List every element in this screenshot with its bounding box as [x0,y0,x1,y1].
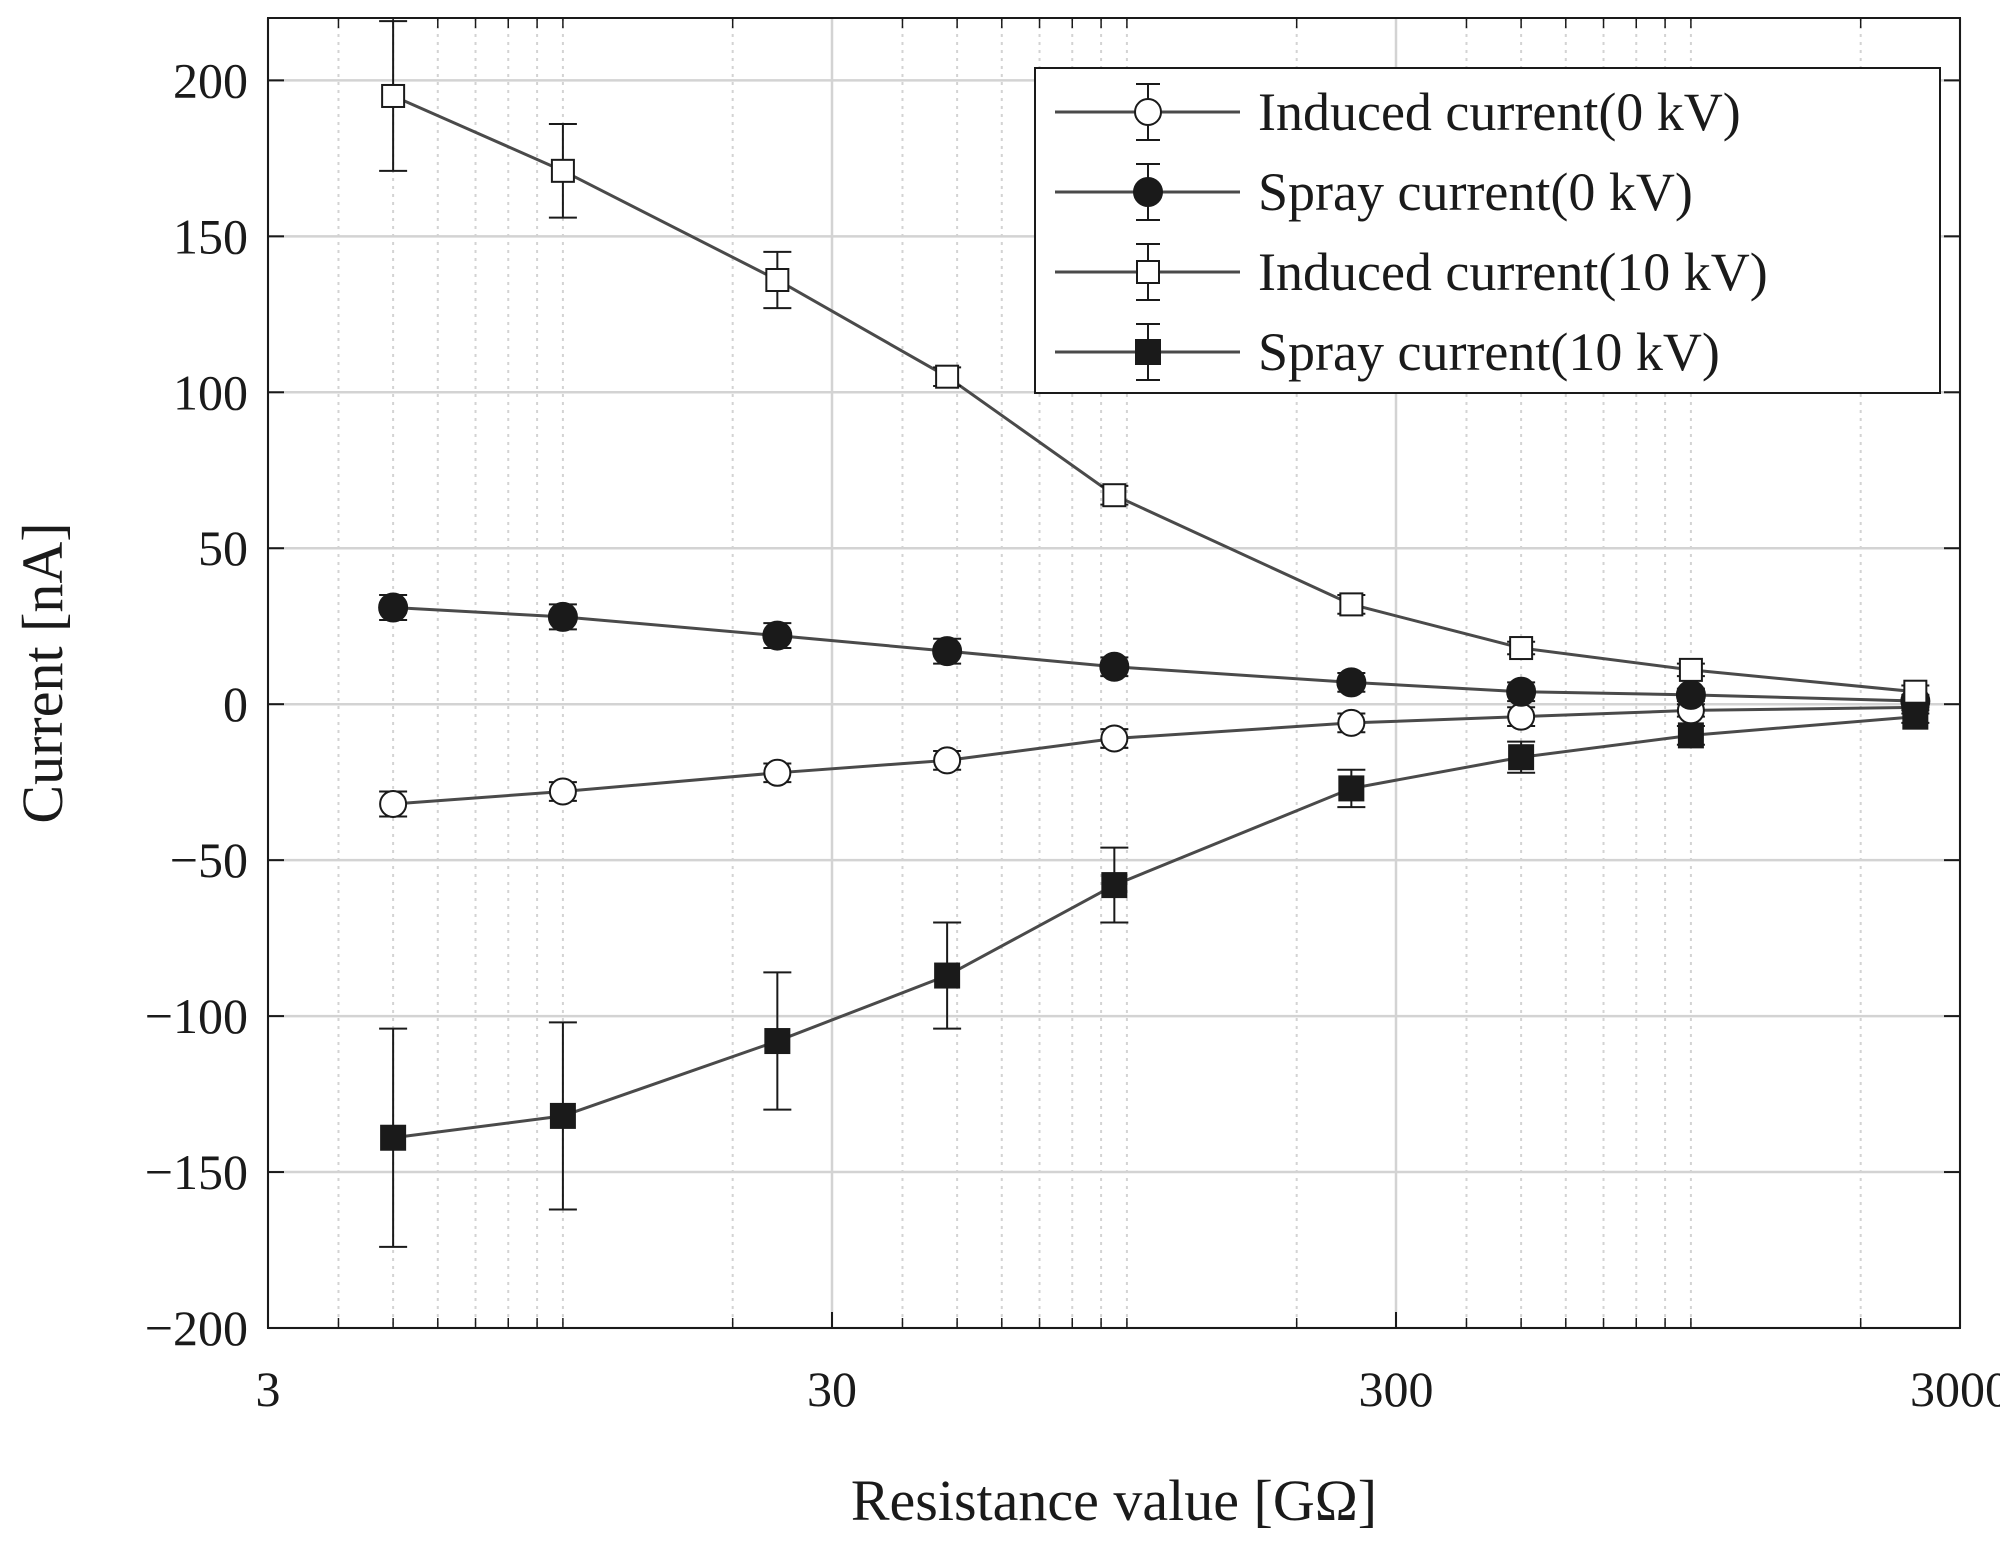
data-point [932,636,963,667]
legend-label: Spray current(10 kV) [1258,322,1720,382]
data-point [1099,651,1130,682]
plot-frame [267,17,1961,1329]
x-tick-label: 3 [256,1361,281,1417]
data-point [1336,667,1367,698]
data-point [1100,724,1129,753]
y-tick-label: −100 [145,988,248,1044]
data-point [547,601,578,632]
data-point [763,758,792,787]
legend-box [1034,67,1941,394]
data-point [762,620,793,651]
data-point [548,777,577,806]
y-axis-title: Current [nA] [10,522,75,823]
data-point [1102,483,1127,508]
y-tick-label: 150 [173,208,248,264]
legend-entry-4: Spray current(10 kV) [1055,322,1720,382]
data-point [1506,676,1537,707]
data-point [549,1102,576,1129]
legend-entry-2: Spray current(0 kV) [1055,162,1693,222]
y-tick-label: −150 [145,1144,248,1200]
x-axis-title: Resistance value [GΩ] [851,1468,1377,1533]
y-tick-label: −200 [145,1300,248,1356]
y-tick-label: 100 [173,364,248,420]
legend-entry-1: Induced current(0 kV) [1055,82,1741,142]
data-point [764,1028,791,1055]
data-point [1339,592,1364,617]
legend-label: Induced current(10 kV) [1258,242,1768,302]
legend-label: Spray current(0 kV) [1258,162,1693,222]
data-point [1507,702,1536,731]
series-layer [378,20,1931,1248]
data-point [380,1124,407,1151]
x-tick-label: 3000 [1910,1361,2000,1417]
data-point [933,746,962,775]
data-point [1337,708,1366,737]
legend-marker [1135,339,1161,365]
data-point [1903,679,1928,704]
y-tick-label: 200 [173,52,248,108]
x-tick-label: 300 [1359,1361,1434,1417]
data-point [381,83,406,108]
legend-marker [1134,98,1162,126]
y-tick-label: 0 [223,676,248,732]
data-point [550,158,575,183]
legend-marker [1133,177,1163,207]
tick-labels: 3 30 300 3000 −200 −150 −100 −50 0 50 100 150 200 [145,52,2000,1417]
data-point [1509,636,1534,661]
data-point [1338,775,1365,802]
legend-entry-3: Induced current(10 kV) [1055,242,1768,302]
data-point [934,962,961,989]
data-point [935,364,960,389]
data-point [1675,679,1706,710]
data-point [379,790,408,818]
series-3 [379,20,1930,704]
data-point [765,268,790,292]
legend-label: Induced current(0 kV) [1258,82,1741,142]
data-point [1101,872,1128,899]
legend-marker [1136,260,1160,284]
data-point [378,592,409,623]
y-tick-label: 50 [198,520,248,576]
axis-ticks [267,18,1961,1329]
y-tick-label: −50 [170,832,248,888]
x-tick-label: 30 [807,1361,857,1417]
data-point [1678,657,1703,682]
data-point [1677,722,1704,749]
series-4 [379,703,1930,1248]
data-point [1508,744,1535,771]
data-point [1902,703,1929,730]
legend: Induced current(0 kV) Spray current(0 kV)… [1034,67,1941,394]
